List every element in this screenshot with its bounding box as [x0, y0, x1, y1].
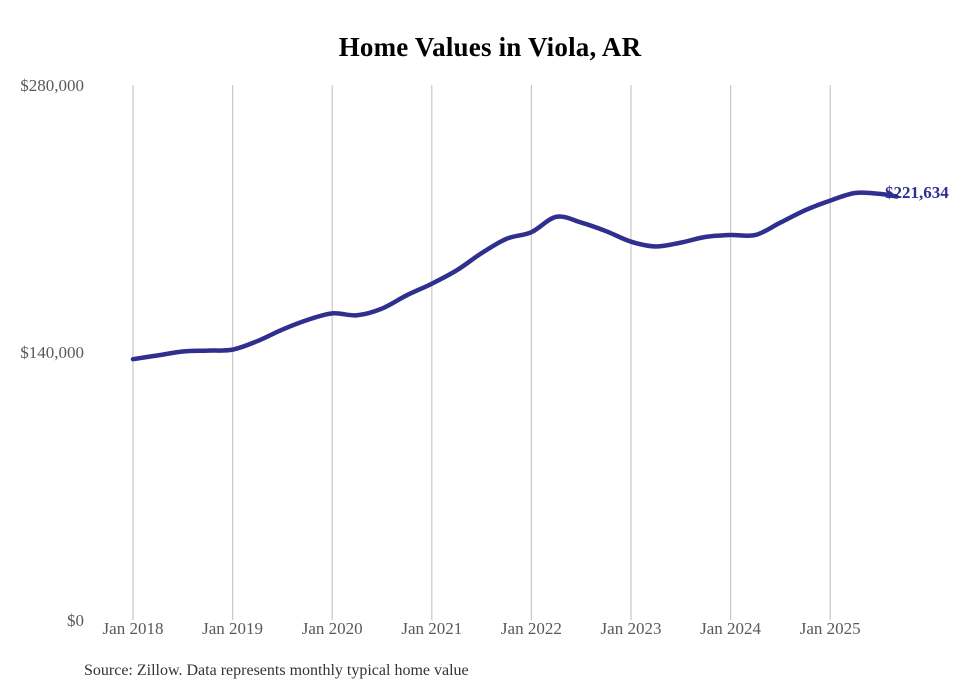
gridlines [132, 85, 831, 620]
y-axis-tick-label: $280,000 [20, 76, 84, 95]
x-axis-tick-label: Jan 2019 [202, 619, 264, 638]
y-axis-tick-label: $140,000 [20, 343, 84, 362]
x-axis-tick-label: Jan 2021 [401, 619, 463, 638]
x-axis-tick-label: Jan 2024 [700, 619, 762, 638]
x-axis-tick-label: Jan 2018 [102, 619, 164, 638]
x-axis-tick-label: Jan 2023 [600, 619, 662, 638]
end-value-label: $221,634 [885, 183, 949, 202]
x-axis-tick-label: Jan 2025 [799, 619, 861, 638]
x-axis-tick-label: Jan 2022 [500, 619, 562, 638]
chart-title: Home Values in Viola, AR [338, 32, 642, 62]
x-axis-tick-label: Jan 2020 [301, 619, 363, 638]
y-axis-tick-label: $0 [67, 611, 84, 630]
data-line-series [130, 190, 899, 362]
source-note: Source: Zillow. Data represents monthly … [84, 662, 469, 679]
